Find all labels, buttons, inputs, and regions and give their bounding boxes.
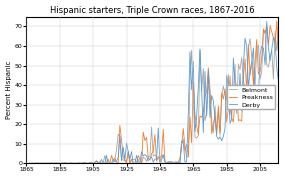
Derby <box>110 162 113 164</box>
Preakness <box>233 99 237 101</box>
Derby <box>200 89 203 91</box>
Belmont <box>263 29 267 32</box>
Preakness <box>275 20 279 22</box>
Preakness <box>110 154 113 156</box>
Preakness <box>126 150 130 153</box>
Preakness <box>200 116 203 118</box>
Belmont <box>158 157 162 159</box>
Preakness <box>277 52 280 54</box>
Belmont <box>233 63 237 65</box>
Belmont <box>28 162 32 164</box>
Derby <box>265 20 268 22</box>
Legend: Belmont, Preakness, Derby: Belmont, Preakness, Derby <box>227 85 275 109</box>
Derby <box>277 80 280 82</box>
Line: Preakness: Preakness <box>30 21 278 163</box>
Derby <box>28 162 32 164</box>
Title: Hispanic starters, Triple Crown races, 1867-2016: Hispanic starters, Triple Crown races, 1… <box>50 6 255 15</box>
Belmont <box>126 150 130 153</box>
Belmont <box>277 34 280 36</box>
Belmont <box>168 161 172 163</box>
Preakness <box>28 162 32 164</box>
Line: Derby: Derby <box>30 21 278 163</box>
Derby <box>233 84 237 86</box>
Derby <box>158 162 162 164</box>
Derby <box>168 161 172 163</box>
Preakness <box>168 161 172 163</box>
Derby <box>126 150 130 153</box>
Preakness <box>158 161 162 163</box>
Belmont <box>110 162 113 164</box>
Y-axis label: Percent Hispanic: Percent Hispanic <box>6 61 12 119</box>
Line: Belmont: Belmont <box>30 30 278 163</box>
Belmont <box>200 91 203 93</box>
